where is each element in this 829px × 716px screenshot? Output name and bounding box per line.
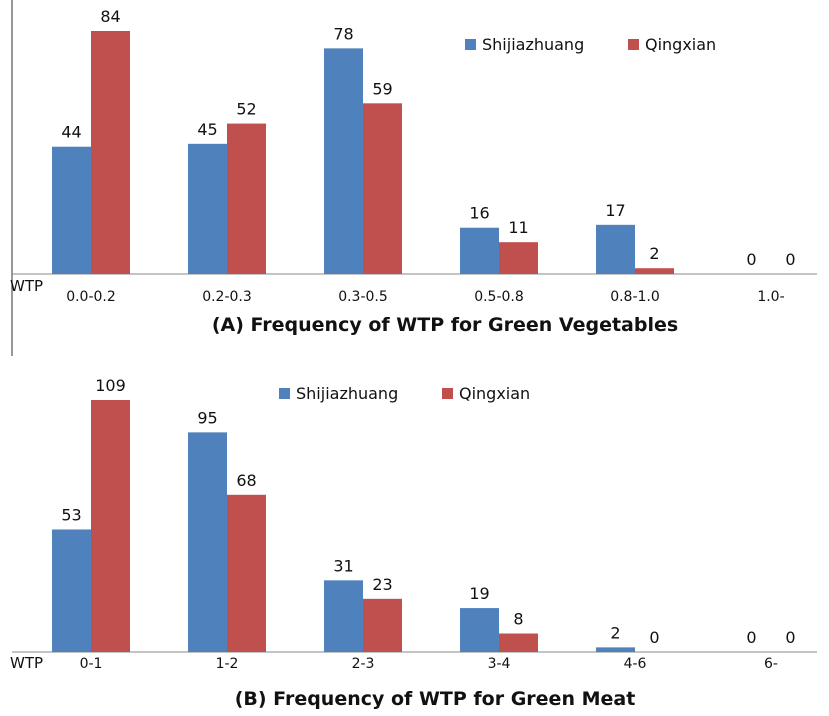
panel-b-meat: WTP 53 109 95 68 31 23 19 8 2 0 0 0 0-1 1-2 2-3 3-4 4-6…: [10, 376, 817, 710]
value-label-b-qingxian-4-6: 0: [649, 628, 659, 647]
bar-a-qingxian-0-3-0-5: [363, 103, 402, 274]
panel-a-vegetables: WTP 44 84 45 52 78 59 16 11 17 2 0 0 0.0-0.2 0.2-0.3…: [10, 0, 817, 356]
value-label-a-qingxian-0-3-0-5: 59: [372, 79, 392, 98]
value-label-a-shijiazhuang-1-0: 0: [746, 250, 756, 269]
tick-label-a-0-5-0-8: 0.5-0.8: [474, 289, 524, 305]
panel-a-legend-label-qingxian: Qingxian: [645, 35, 716, 54]
value-label-b-shijiazhuang-2-3: 31: [333, 556, 353, 575]
panel-b-legend: Shijiazhuang Qingxian: [279, 384, 530, 403]
value-label-b-shijiazhuang-6: 0: [746, 628, 756, 647]
value-label-a-shijiazhuang-0-3-0-5: 78: [333, 24, 353, 43]
value-label-a-qingxian-0-0-0-2: 84: [100, 7, 120, 26]
tick-label-a-0-8-1-0: 0.8-1.0: [610, 289, 660, 305]
bar-a-qingxian-0-0-0-2: [91, 31, 130, 274]
value-label-b-qingxian-1-2: 68: [236, 471, 256, 490]
value-label-a-qingxian-1-0: 0: [785, 250, 795, 269]
value-label-a-shijiazhuang-0-0-0-2: 44: [61, 123, 81, 142]
value-label-b-shijiazhuang-1-2: 95: [197, 408, 217, 427]
bar-b-shijiazhuang-1-2: [188, 432, 227, 652]
bar-b-qingxian-0-1: [91, 400, 130, 652]
bar-a-shijiazhuang-0-5-0-8: [460, 227, 499, 274]
tick-label-b-4-6: 4-6: [624, 656, 647, 672]
panel-b-legend-label-qingxian: Qingxian: [459, 384, 530, 403]
value-label-b-shijiazhuang-3-4: 19: [469, 584, 489, 603]
bar-a-qingxian-0-8-1-0: [635, 268, 674, 274]
tick-label-b-2-3: 2-3: [352, 656, 375, 672]
bar-b-qingxian-2-3: [363, 598, 402, 652]
bar-a-qingxian-0-2-0-3: [227, 123, 266, 274]
bar-a-shijiazhuang-0-8-1-0: [596, 224, 635, 274]
panel-a-value-labels: 44 84 45 52 78 59 16 11 17 2 0 0: [61, 7, 795, 269]
panel-a-bars: [52, 31, 674, 274]
value-label-b-qingxian-3-4: 8: [513, 610, 523, 629]
tick-label-a-0-0-0-2: 0.0-0.2: [66, 289, 116, 305]
value-label-a-shijiazhuang-0-5-0-8: 16: [469, 204, 489, 223]
panel-a-xlabel: WTP: [10, 277, 43, 295]
panel-a-title: (A) Frequency of WTP for Green Vegetable…: [212, 314, 678, 336]
tick-label-a-0-2-0-3: 0.2-0.3: [202, 289, 252, 305]
bar-a-qingxian-0-5-0-8: [499, 242, 538, 274]
bar-b-qingxian-3-4: [499, 633, 538, 652]
bar-a-shijiazhuang-0-0-0-2: [52, 146, 91, 274]
bar-a-shijiazhuang-0-2-0-3: [188, 143, 227, 274]
panel-b-legend-swatch-shijiazhuang: [279, 388, 290, 399]
panel-b-value-labels: 53 109 95 68 31 23 19 8 2 0 0 0: [61, 376, 795, 647]
panel-b-tick-labels: 0-1 1-2 2-3 3-4 4-6 6-: [80, 656, 778, 672]
value-label-b-shijiazhuang-4-6: 2: [610, 623, 620, 642]
panel-a-legend-swatch-shijiazhuang: [465, 39, 476, 50]
value-label-b-qingxian-0-1: 109: [95, 376, 126, 395]
bar-b-shijiazhuang-3-4: [460, 608, 499, 652]
tick-label-b-6: 6-: [764, 656, 778, 672]
tick-label-b-3-4: 3-4: [488, 656, 511, 672]
value-label-b-qingxian-2-3: 23: [372, 575, 392, 594]
bar-b-shijiazhuang-0-1: [52, 529, 91, 652]
bar-b-shijiazhuang-2-3: [324, 580, 363, 652]
tick-label-b-0-1: 0-1: [80, 656, 103, 672]
value-label-a-qingxian-0-5-0-8: 11: [508, 218, 528, 237]
panel-b-legend-swatch-qingxian: [442, 388, 453, 399]
panel-b-legend-label-shijiazhuang: Shijiazhuang: [296, 384, 398, 403]
panel-b-title: (B) Frequency of WTP for Green Meat: [235, 688, 636, 710]
panel-a-tick-labels: 0.0-0.2 0.2-0.3 0.3-0.5 0.5-0.8 0.8-1.0 1.0-: [66, 289, 784, 305]
value-label-a-shijiazhuang-0-2-0-3: 45: [197, 120, 217, 139]
tick-label-a-0-3-0-5: 0.3-0.5: [338, 289, 388, 305]
bar-b-shijiazhuang-4-6: [596, 647, 635, 652]
value-label-a-shijiazhuang-0-8-1-0: 17: [605, 201, 625, 220]
panel-a-legend: Shijiazhuang Qingxian: [465, 35, 716, 54]
tick-label-a-1-0: 1.0-: [757, 289, 784, 305]
value-label-b-shijiazhuang-0-1: 53: [61, 505, 81, 524]
tick-label-b-1-2: 1-2: [216, 656, 239, 672]
panel-b-xlabel: WTP: [10, 654, 43, 672]
panel-b-bars: [52, 400, 635, 652]
value-label-a-qingxian-0-8-1-0: 2: [649, 244, 659, 263]
bar-b-qingxian-1-2: [227, 494, 266, 652]
bar-a-shijiazhuang-0-3-0-5: [324, 48, 363, 274]
value-label-b-qingxian-6: 0: [785, 628, 795, 647]
panel-a-legend-swatch-qingxian: [628, 39, 639, 50]
panel-a-legend-label-shijiazhuang: Shijiazhuang: [482, 35, 584, 54]
value-label-a-qingxian-0-2-0-3: 52: [236, 100, 256, 119]
